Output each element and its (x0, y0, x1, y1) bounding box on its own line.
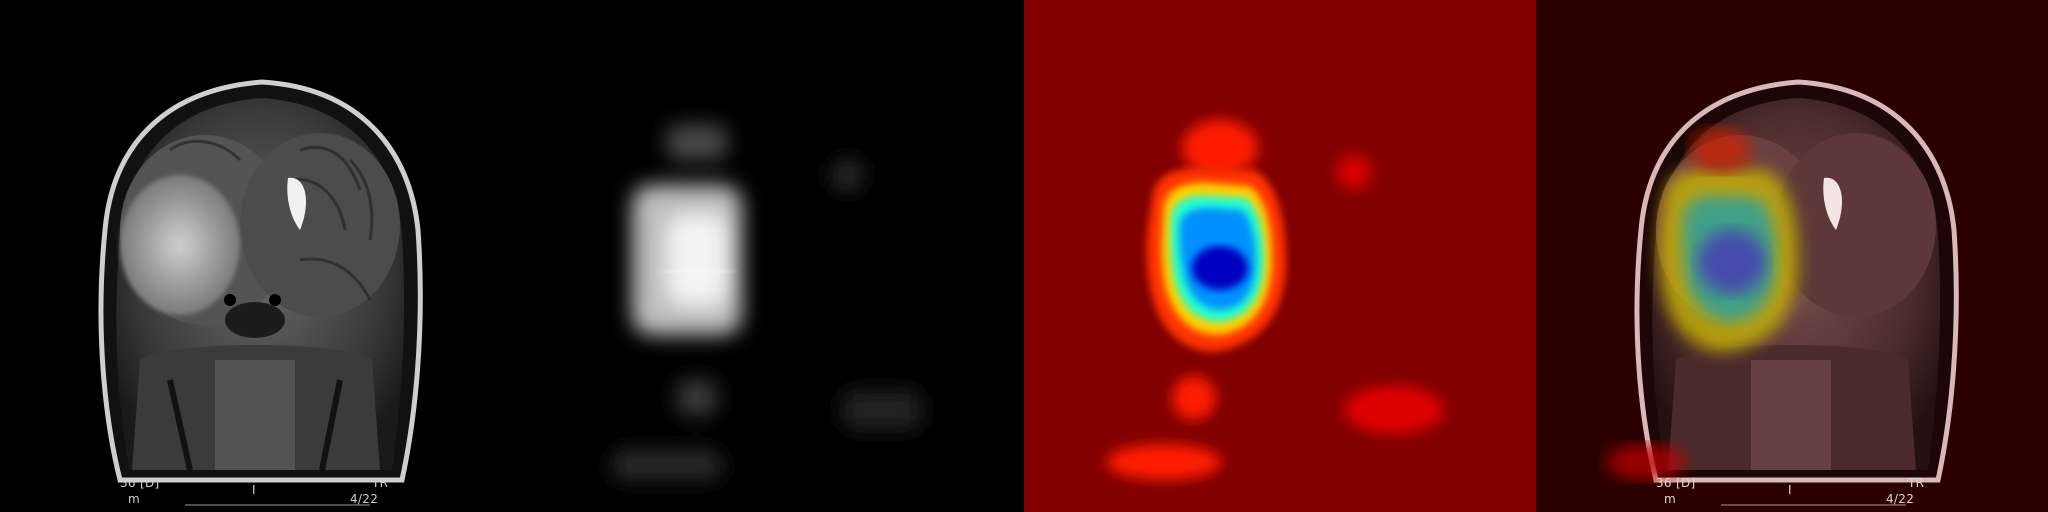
overlay-scan-center-letter: I (1788, 483, 1792, 497)
jet-heatmap-panel (1024, 0, 1536, 512)
original-mri-panel: 36 [D] m I TR 4/22 (0, 0, 512, 512)
overlay-scan-left-unit: m (1664, 492, 1676, 506)
overlay-scan-slice-index: 4/22 (1886, 492, 1915, 506)
heatmap-overlay-image (1536, 0, 2048, 512)
scan-right-code: TR (372, 476, 389, 490)
scan-left-unit: m (128, 492, 140, 506)
scan-center-letter: I (252, 483, 256, 497)
heatmap-overlay-panel: 36 [D] m I TR 4/22 (1536, 0, 2048, 512)
scan-slice-index: 4/22 (350, 492, 379, 506)
grayscale-attention-image (512, 0, 1024, 512)
overlay-scan-left-code: 36 [D] (1656, 476, 1696, 490)
grayscale-attention-panel (512, 0, 1024, 512)
scan-left-code: 36 [D] (120, 476, 160, 490)
original-mri-image (98, 79, 423, 506)
overlay-scan-right-code: TR (1908, 476, 1925, 490)
jet-heatmap-image (1024, 0, 1536, 512)
